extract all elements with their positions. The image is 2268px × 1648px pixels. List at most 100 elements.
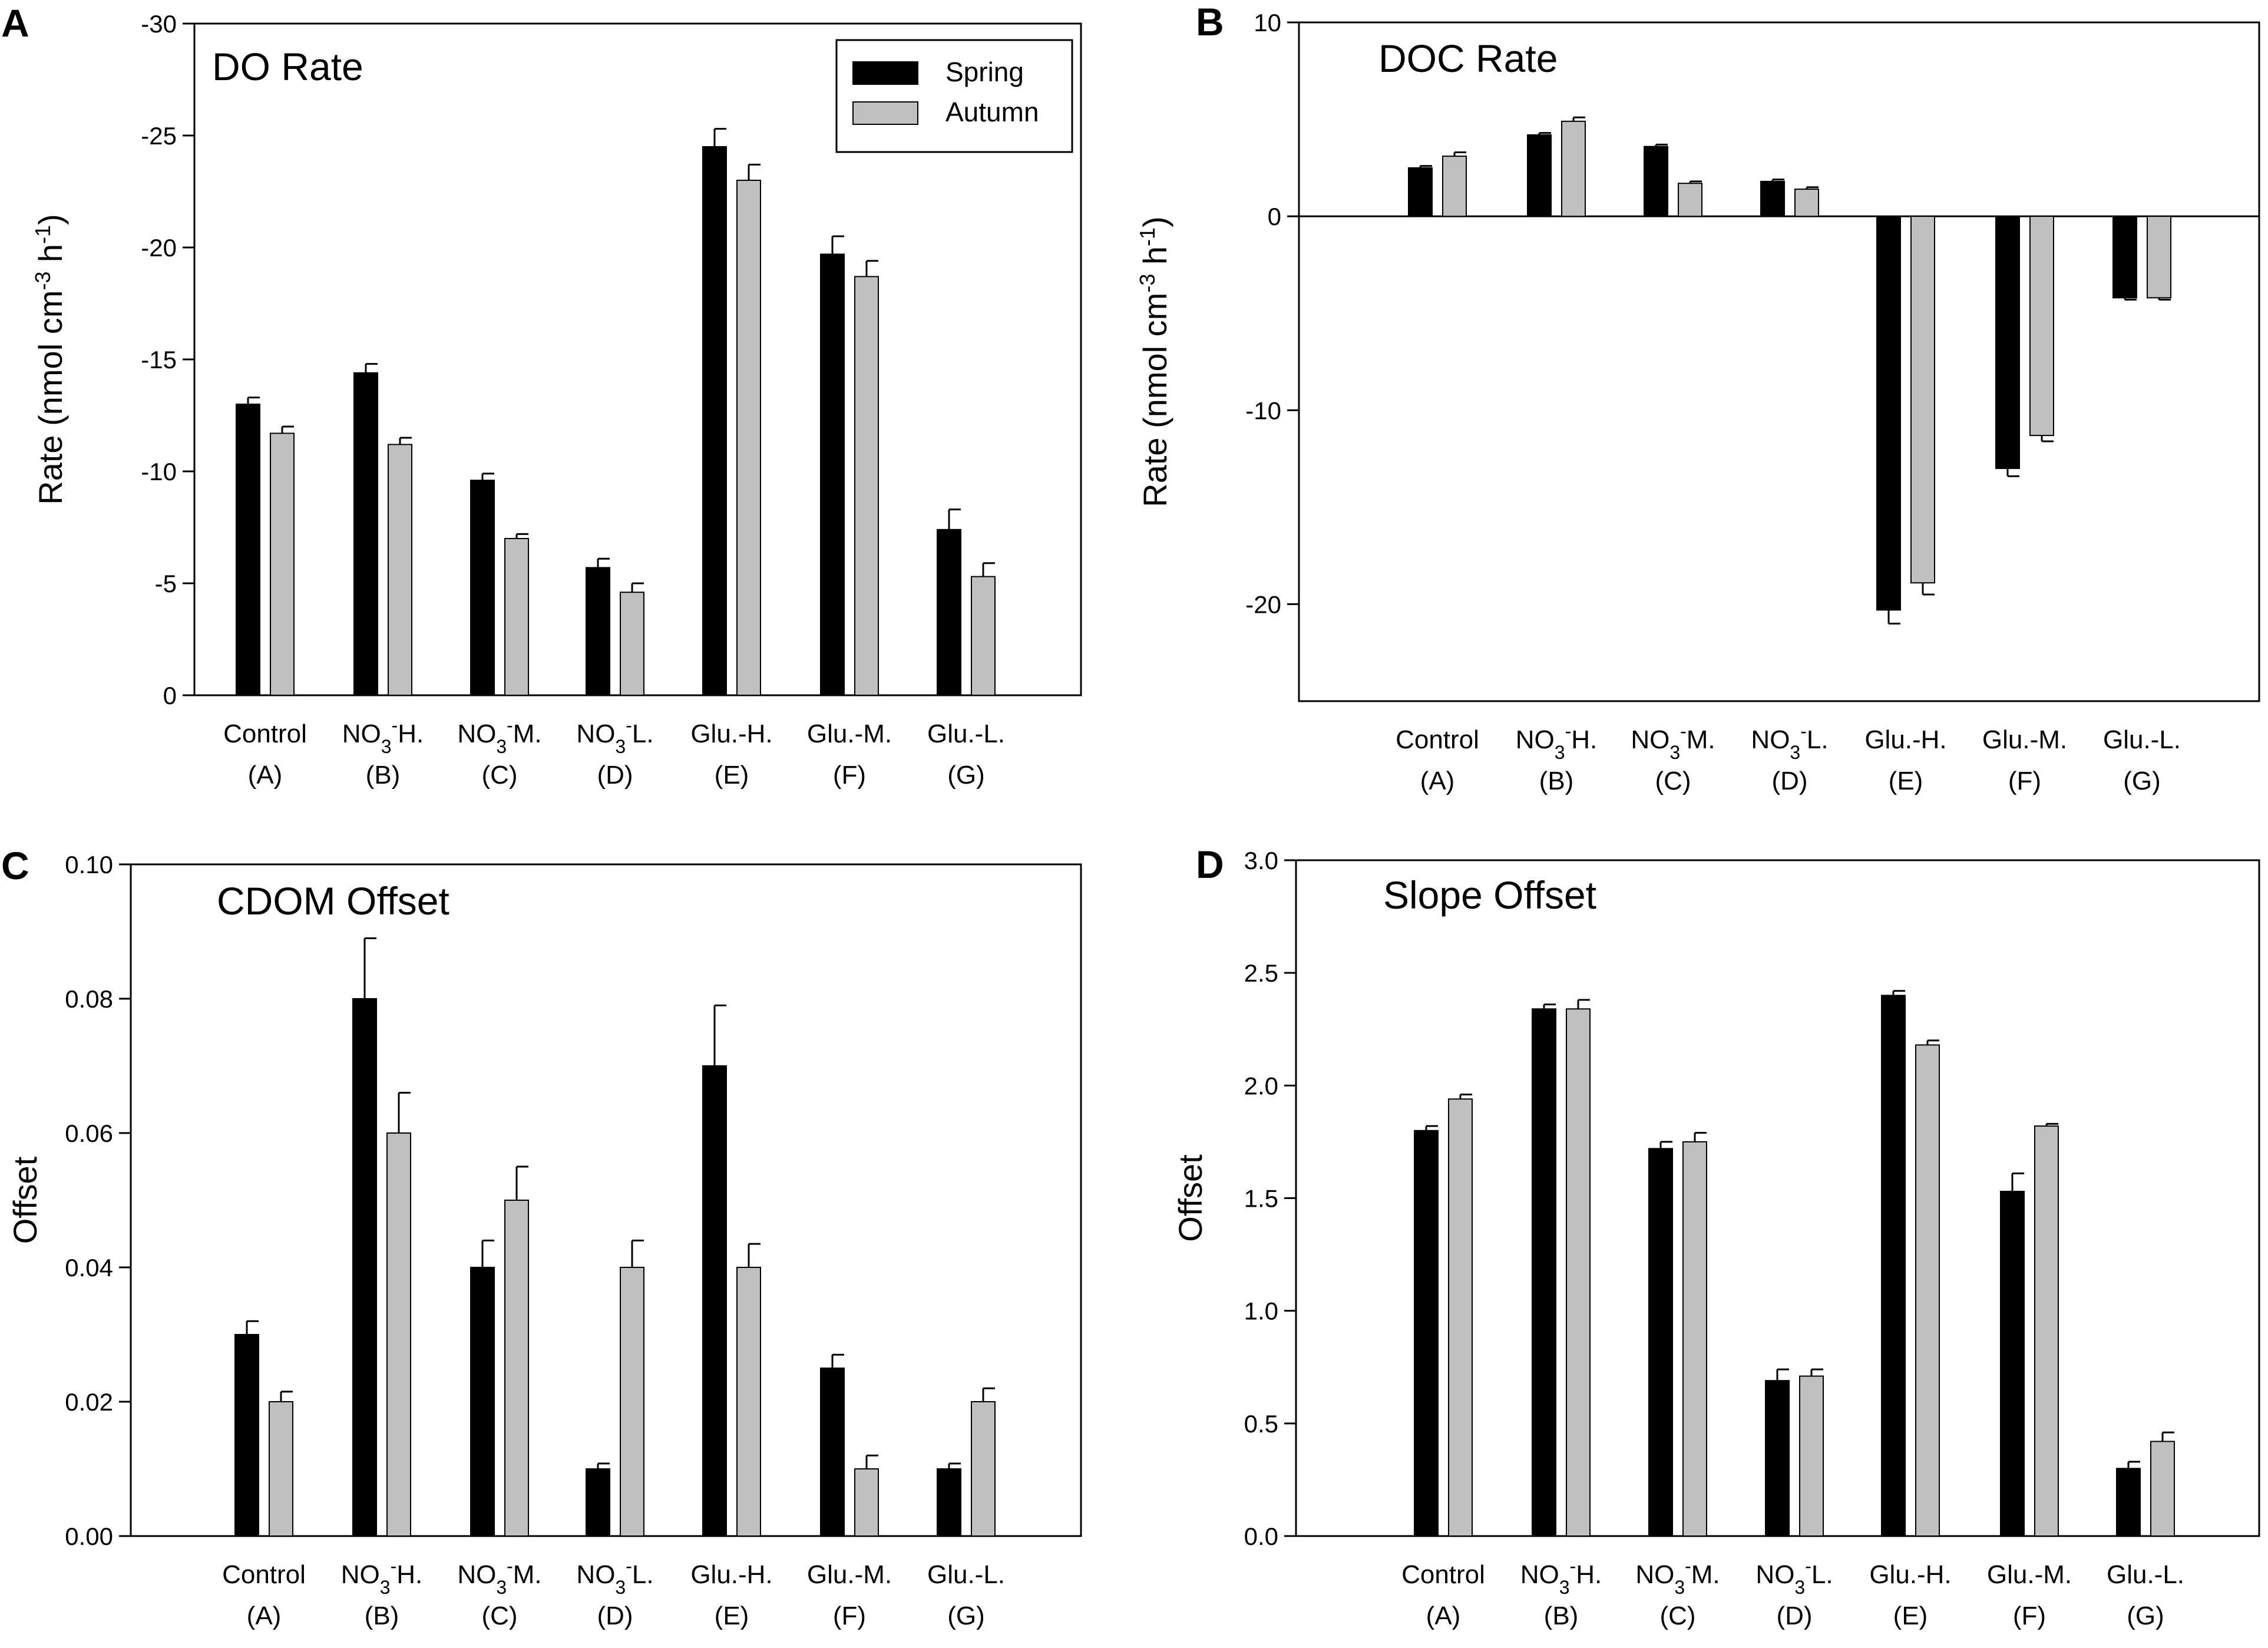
category-label: Glu.-L. [927,1560,1005,1589]
bar-spring-1 [1414,1130,1439,1537]
y-tick-label: 0.5 [1244,1410,1278,1438]
category-label: Control [1396,725,1479,754]
category-sublabel: (D) [597,761,633,790]
y-tick-label: 0.08 [65,985,113,1013]
bar-spring-6 [820,1368,845,1537]
panel-letter: D [1196,843,1224,886]
legend-swatch-spring [852,61,918,85]
bar-spring-1 [1408,167,1433,217]
bar-autumn-6 [2034,1125,2059,1537]
bar-spring-1 [236,404,260,696]
category-label: Glu.-H. [690,719,772,748]
bar-autumn-5 [736,180,761,696]
category-label: Control [1401,1560,1485,1589]
category-label: NO3-M. [457,715,541,757]
category-sublabel: (B) [366,761,401,790]
panel-letter: A [1,1,29,45]
bar-spring-3 [1644,146,1668,217]
category-label: NO3-H. [1516,721,1597,763]
bar-autumn-3 [1682,1141,1707,1537]
legend: Spring Autumn [835,39,1073,153]
bar-autumn-3 [1678,183,1702,217]
bar-autumn-1 [269,1401,293,1537]
bar-spring-2 [353,372,378,696]
y-tick-label: -10 [141,458,177,486]
y-tick-label: 3.0 [1244,847,1278,874]
bar-autumn-7 [2150,1441,2175,1537]
category-sublabel: (C) [481,761,517,790]
bar-spring-3 [1648,1148,1673,1537]
legend-box [835,39,1073,153]
y-axis-title: Offset [1172,1154,1209,1242]
category-sublabel: (E) [715,1601,749,1630]
bar-autumn-7 [971,576,996,696]
bar-spring-7 [2116,1468,2141,1537]
bar-spring-3 [470,1267,495,1537]
category-sublabel: (F) [833,1601,866,1630]
legend-swatch-autumn [852,101,918,125]
panel-title: CDOM Offset [217,879,449,923]
y-tick-label: 0.02 [65,1388,113,1416]
bar-spring-4 [1760,180,1785,217]
y-tick-label: -30 [141,10,177,38]
y-tick-label: 0.0 [1244,1522,1278,1550]
category-sublabel: (G) [947,761,985,790]
y-tick-label: 0.10 [65,851,113,879]
category-label: NO3-M. [457,1555,541,1598]
bar-autumn-7 [2147,216,2171,299]
y-tick-label: 1.0 [1244,1297,1278,1325]
panel-title: Slope Offset [1383,873,1596,917]
category-sublabel: (C) [1659,1601,1695,1630]
category-label: NO3-H. [1520,1555,1602,1598]
category-label: Glu.-M. [1987,1560,2072,1589]
bar-spring-2 [1532,1008,1556,1537]
panel-title: DOC Rate [1378,37,1558,80]
category-sublabel: (F) [2008,767,2041,795]
bar-spring-5 [1881,995,1906,1537]
bar-spring-5 [702,146,727,696]
category-sublabel: (C) [1655,767,1691,795]
bar-autumn-1 [1448,1098,1473,1537]
legend-label-autumn: Autumn [945,97,1039,127]
category-sublabel: (G) [947,1601,985,1630]
category-label: NO3-M. [1631,721,1715,763]
category-sublabel: (D) [1771,767,1807,795]
bar-spring-1 [234,1334,259,1537]
bar-autumn-3 [504,538,529,696]
y-tick-label: 2.5 [1244,959,1278,987]
y-tick-label: 0.04 [65,1254,113,1282]
category-sublabel: (B) [365,1601,399,1630]
y-axis-title: Offset [6,1156,44,1244]
bar-autumn-2 [1566,1008,1591,1537]
panel-b: -20 -10 0 10 Rate (nmol cm-3 h-1) B DOC Rate Co… [1135,0,2260,795]
y-tick-label: 0 [163,682,177,709]
y-tick-label: -20 [141,234,177,262]
bar-autumn-4 [1794,189,1819,217]
category-label: Glu.-H. [1864,725,1946,754]
category-sublabel: (A) [247,1601,282,1630]
category-sublabel: (E) [1893,1601,1928,1630]
panel-d: 0.0 0.5 1.0 1.5 2.0 2.5 3.0 Offset D Slope Offset… [1172,843,2260,1630]
bar-spring-6 [2000,1191,2025,1537]
bar-spring-2 [1527,134,1552,217]
category-label: NO3-L. [1755,1555,1833,1598]
bar-autumn-4 [620,1267,644,1537]
y-tick-label: 2.0 [1244,1072,1278,1099]
category-label: Glu.-M. [807,1560,892,1589]
bar-autumn-6 [854,1468,879,1537]
category-label: Glu.-L. [2107,1560,2184,1589]
category-label: NO3-L. [576,715,653,757]
category-sublabel: (B) [1544,1601,1579,1630]
y-tick-label: 0.06 [65,1119,113,1147]
y-tick-label: 10 [1254,9,1281,37]
bar-spring-5 [1876,216,1901,611]
bar-autumn-6 [854,276,879,696]
category-label: Glu.-L. [2103,725,2181,754]
category-label: NO3-L. [1751,721,1828,763]
bar-spring-4 [1765,1380,1790,1537]
bar-spring-6 [820,253,845,696]
bar-autumn-4 [1799,1375,1824,1537]
bar-spring-2 [352,998,377,1537]
category-label: Glu.-H. [1869,1560,1951,1589]
